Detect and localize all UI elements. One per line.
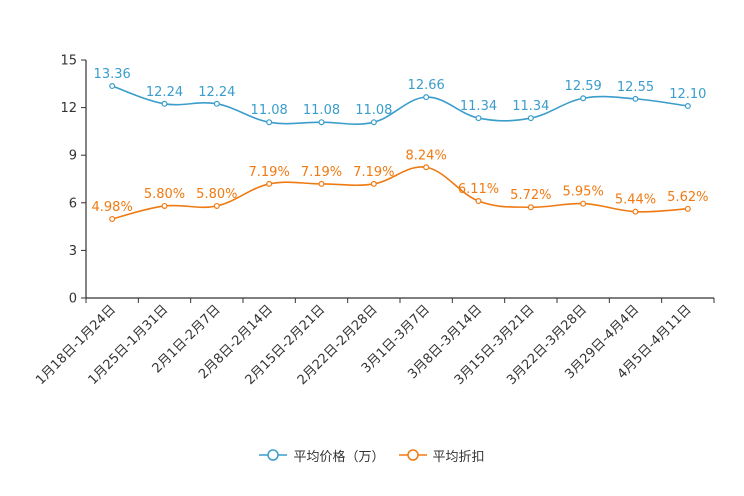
y-tick-label: 0 <box>69 292 77 307</box>
data-label: 12.24 <box>198 85 235 100</box>
data-point[interactable] <box>213 202 220 209</box>
x-axis-ticks: 1月18日-1月24日1月25日-1月31日2月1日-2月7日2月8日-2月14… <box>33 298 715 388</box>
data-label: 6.11% <box>458 182 499 197</box>
data-point[interactable] <box>423 94 430 101</box>
data-label: 7.19% <box>353 165 394 180</box>
data-label: 5.62% <box>667 190 708 205</box>
data-label: 8.24% <box>406 148 447 163</box>
data-point[interactable] <box>580 95 587 102</box>
data-point[interactable] <box>161 202 168 209</box>
data-point[interactable] <box>318 119 325 126</box>
data-label: 11.08 <box>355 103 392 118</box>
y-tick-label: 15 <box>60 54 77 69</box>
data-label: 12.66 <box>408 78 445 93</box>
data-point[interactable] <box>475 115 482 122</box>
y-tick-label: 12 <box>60 101 77 116</box>
data-label: 5.72% <box>510 188 551 203</box>
data-point[interactable] <box>423 164 430 171</box>
data-label: 11.34 <box>460 99 497 114</box>
data-point[interactable] <box>632 208 639 215</box>
y-axis-ticks: 0 3 6 9 12 15 <box>60 54 86 307</box>
data-point[interactable] <box>527 115 534 122</box>
data-label: 12.10 <box>669 87 706 102</box>
series-1: 4.98% 5.80% 5.80% 7.19% 7.19% 7.19% 8.24% 6.11%… <box>92 148 708 222</box>
series-line <box>111 166 688 220</box>
legend-price-line-icon <box>259 448 288 462</box>
data-label: 12.59 <box>565 79 602 94</box>
y-tick-label: 6 <box>69 196 77 211</box>
series-line <box>111 85 688 125</box>
data-label: 11.34 <box>512 99 549 114</box>
data-point[interactable] <box>684 205 691 212</box>
data-label: 5.80% <box>144 187 185 202</box>
data-point[interactable] <box>161 100 168 107</box>
data-label: 11.08 <box>251 103 288 118</box>
data-label: 5.95% <box>563 185 604 200</box>
data-label: 11.08 <box>303 103 340 118</box>
data-label: 7.19% <box>301 165 342 180</box>
data-point[interactable] <box>266 180 273 187</box>
legend-item-discount[interactable]: 平均折扣 <box>398 446 485 465</box>
data-point[interactable] <box>632 95 639 102</box>
legend-discount-label: 平均折扣 <box>432 449 485 465</box>
data-label: 4.98% <box>92 200 133 215</box>
series-layer: 13.36 12.24 12.24 11.08 11.08 11.08 12.66 11.34… <box>92 67 708 222</box>
y-tick-label: 3 <box>69 244 77 259</box>
data-point[interactable] <box>684 103 691 110</box>
y-tick-label: 9 <box>69 149 77 164</box>
data-point[interactable] <box>370 119 377 126</box>
data-label: 13.36 <box>94 67 131 82</box>
data-label: 7.19% <box>249 165 290 180</box>
data-point[interactable] <box>109 83 116 90</box>
data-point[interactable] <box>318 180 325 187</box>
chart-legend: 平均价格（万） 平均折扣 <box>0 444 744 466</box>
data-point[interactable] <box>109 215 116 222</box>
data-point[interactable] <box>213 100 220 107</box>
data-label: 5.44% <box>615 193 656 208</box>
data-label: 5.80% <box>196 187 237 202</box>
series-0: 13.36 12.24 12.24 11.08 11.08 11.08 12.66 11.34… <box>94 67 706 126</box>
data-point[interactable] <box>475 198 482 205</box>
data-point[interactable] <box>266 119 273 126</box>
legend-item-price[interactable]: 平均价格（万） <box>259 446 385 465</box>
legend-price-label: 平均价格（万） <box>293 449 385 465</box>
legend-discount-line-icon <box>398 448 427 462</box>
data-label: 12.24 <box>146 85 183 100</box>
data-point[interactable] <box>370 180 377 187</box>
data-label: 12.55 <box>617 80 654 95</box>
data-point[interactable] <box>527 204 534 211</box>
data-point[interactable] <box>580 200 587 207</box>
